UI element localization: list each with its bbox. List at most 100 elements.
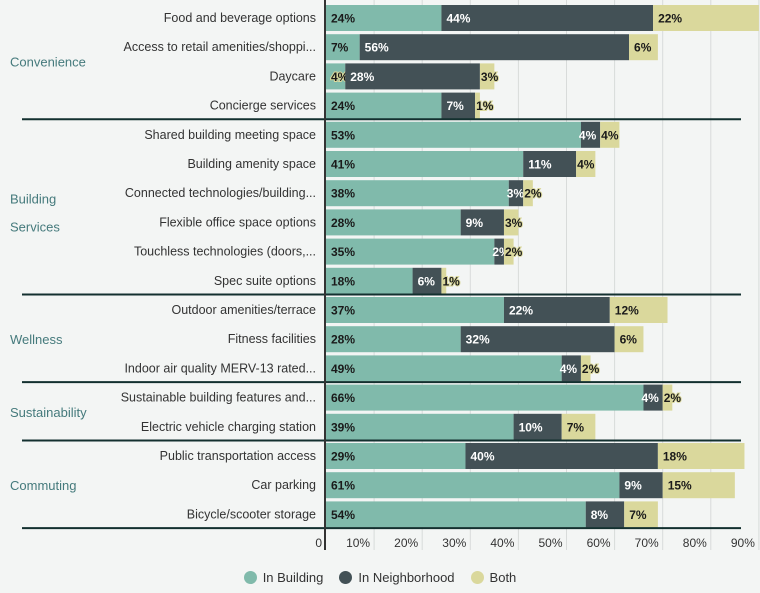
data-label: 28% [331, 333, 355, 347]
data-label: 54% [331, 508, 355, 522]
category-label: Daycare [269, 69, 316, 83]
category-label: Car parking [251, 478, 316, 492]
bar-segment-in-neighborhood [523, 151, 577, 177]
bar-segment-both [503, 209, 519, 236]
bar-segment-in-building [326, 238, 495, 265]
bar-segment-in-building [326, 34, 360, 61]
category-label: Building amenity space [187, 157, 316, 171]
data-label: 6% [620, 333, 638, 347]
x-tick-label: 60% [587, 536, 611, 550]
data-label: 49% [331, 362, 355, 376]
data-label: 44% [446, 12, 470, 26]
data-label: 18% [663, 450, 687, 464]
bar-segment-both [576, 151, 596, 177]
bar-segment-in-neighborhood [441, 92, 476, 119]
group-label: Convenience [10, 54, 86, 69]
bar-segment-in-building [326, 267, 413, 294]
data-label: 29% [331, 450, 355, 464]
x-tick-label: 70% [635, 536, 659, 550]
data-label: 22% [658, 12, 682, 26]
data-label: 39% [331, 420, 355, 434]
data-label: 56% [365, 41, 389, 55]
data-label: 40% [470, 450, 494, 464]
category-label: Shared building meeting space [144, 128, 316, 142]
data-label: 32% [466, 333, 490, 347]
group-label: Building [10, 191, 56, 206]
bar-segment-in-neighborhood [359, 34, 630, 61]
group-label: Sustainability [10, 405, 87, 420]
data-label: 6% [634, 41, 652, 55]
data-label: 4% [577, 158, 595, 172]
bar-segment-both [653, 5, 759, 31]
data-label: 2% [524, 187, 542, 201]
category-label: Outdoor amenities/terrace [171, 303, 316, 317]
bar-segment-in-building [326, 92, 442, 119]
x-tick-label: 0 [315, 536, 322, 550]
category-label: Access to retail amenities/shoppi... [124, 40, 316, 54]
data-label: 7% [567, 420, 585, 434]
group-label: Wellness [10, 332, 63, 347]
bar-segment-in-building [326, 326, 461, 353]
data-label: 3% [505, 216, 523, 230]
bar-chart: 0 10% 20% 30% 40% 50% 60% 70% 80% 90% Food and bev… [10, 0, 760, 550]
data-label: 10% [519, 420, 543, 434]
legend-in-building[interactable]: In Building [243, 570, 324, 585]
category-label: Indoor air quality MERV-13 rated... [124, 361, 316, 375]
bar-segment-in-building [326, 472, 620, 499]
x-tick-label: 40% [490, 536, 514, 550]
data-label: 9% [624, 479, 642, 493]
bar-segment-in-building [326, 384, 644, 411]
data-label: 4% [560, 362, 578, 376]
bar-segment-in-neighborhood [643, 384, 663, 411]
bar-segment-both [629, 34, 658, 61]
legend-label: Both [489, 570, 517, 585]
data-label: 28% [331, 216, 355, 230]
legend-both[interactable]: Both [470, 570, 517, 585]
bar-segment-in-neighborhood [460, 209, 504, 236]
data-label: 22% [509, 304, 533, 318]
data-label: 12% [615, 304, 639, 318]
bar-segment-both [523, 180, 533, 207]
bar-segment-in-neighborhood [619, 472, 663, 499]
bar-segment-in-building [326, 121, 581, 148]
category-label: Sustainable building features and... [121, 391, 316, 405]
bar-segment-in-building [326, 413, 514, 440]
bar-segment-in-neighborhood [412, 267, 442, 294]
data-label: 11% [528, 158, 552, 172]
bar-segment-in-neighborhood [345, 63, 480, 90]
bar-segment-in-building [326, 297, 504, 323]
data-label: 4% [579, 128, 597, 142]
bar-segment-in-building [326, 501, 586, 528]
bar-segment-both [561, 413, 596, 440]
bar-segment-both [600, 121, 620, 148]
data-label: 61% [331, 479, 355, 493]
data-label: 24% [331, 99, 355, 113]
legend-swatch [339, 571, 353, 584]
category-label: Concierge services [210, 99, 316, 113]
data-label: 1% [442, 274, 460, 288]
bar-segment-in-neighborhood [494, 238, 504, 265]
bar-segment-both [662, 472, 735, 499]
data-label: 7% [446, 99, 464, 113]
category-label: Spec suite options [214, 274, 316, 288]
legend-label: In Neighborhood [358, 570, 455, 585]
data-label: 3% [481, 70, 499, 84]
bar-segment-both [580, 355, 591, 382]
bar-segment-both [479, 63, 495, 90]
legend-label: In Building [262, 570, 324, 585]
legend-in-neighborhood[interactable]: In Neighborhood [339, 570, 455, 585]
x-tick-label: 80% [683, 536, 707, 550]
data-label: 4% [641, 391, 659, 405]
data-label: 28% [350, 70, 374, 84]
data-label: 38% [331, 187, 355, 201]
bar-segment-in-neighborhood [585, 501, 625, 528]
bar-segment-both [441, 267, 447, 294]
x-tick-label: 50% [538, 536, 562, 550]
bar-segment-both [662, 384, 673, 411]
category-label: Electric vehicle charging station [141, 420, 316, 434]
bar-segment-both [609, 297, 668, 323]
category-label: Fitness facilities [228, 332, 316, 346]
data-label: 7% [331, 41, 349, 55]
data-label: 15% [668, 479, 692, 493]
